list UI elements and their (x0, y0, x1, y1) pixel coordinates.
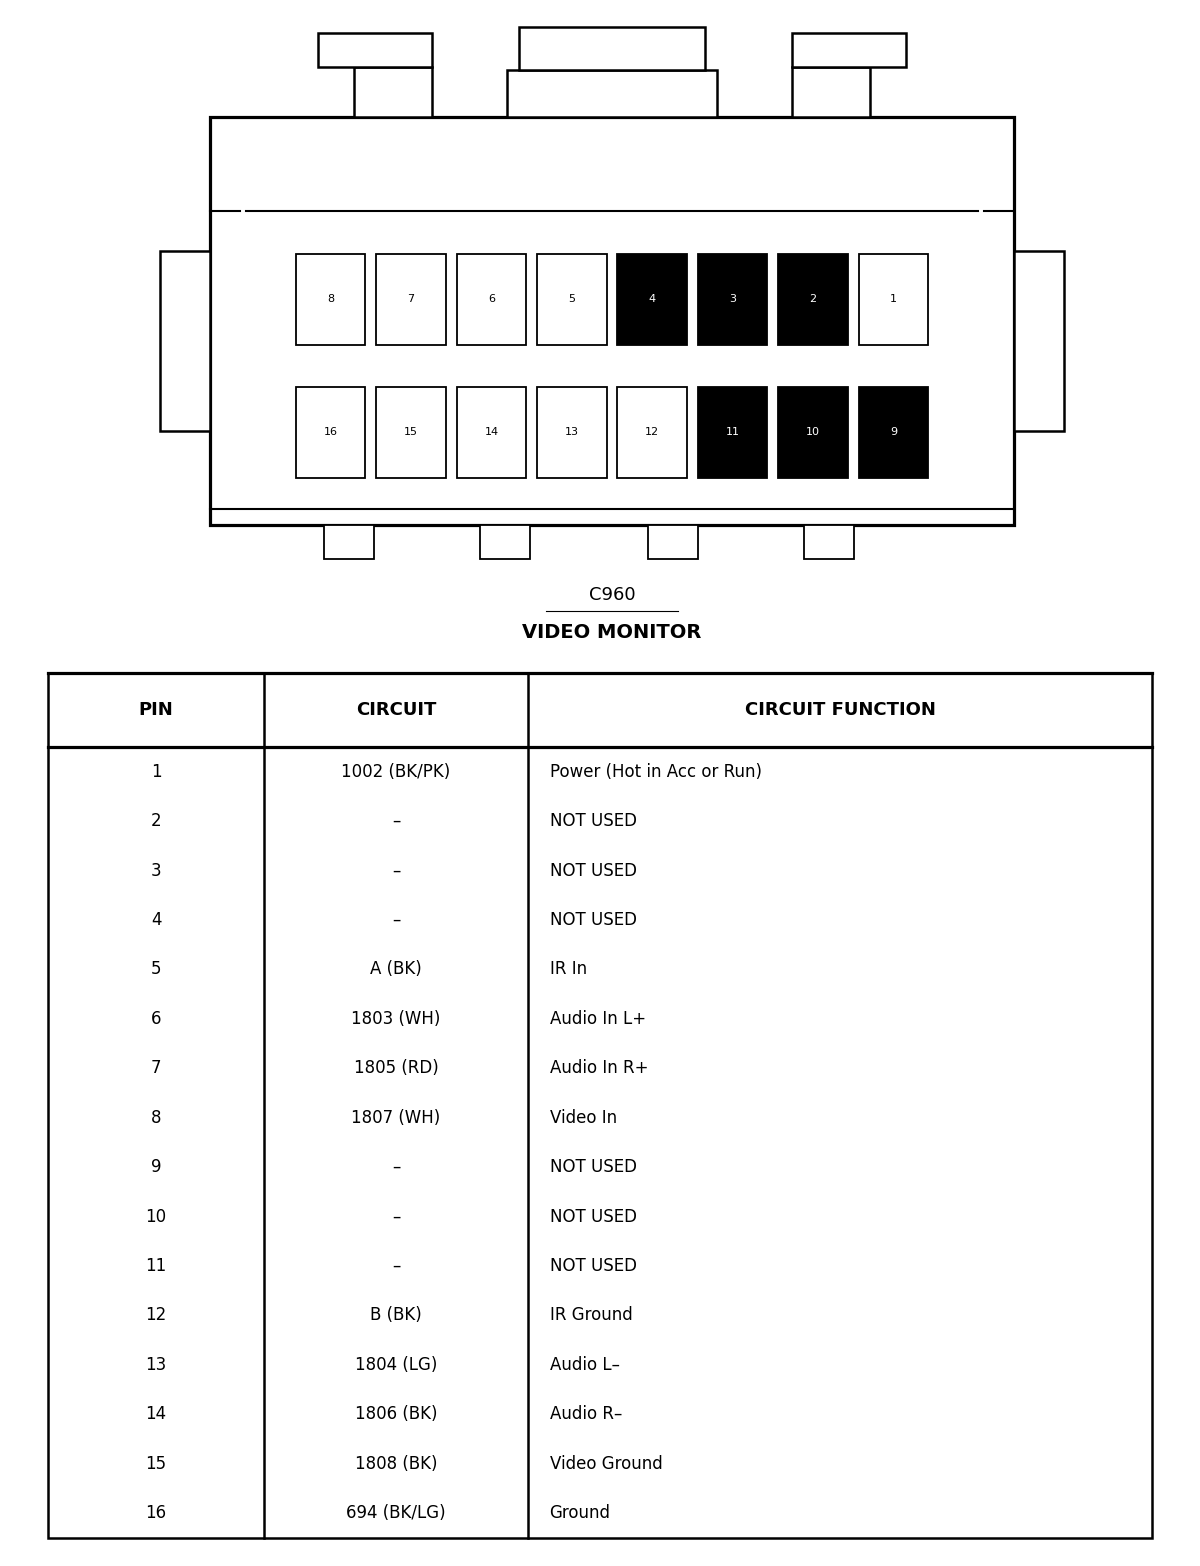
Text: NOT USED: NOT USED (550, 861, 637, 880)
Text: C960: C960 (589, 586, 635, 604)
Bar (859, 254, 929, 345)
Text: 14: 14 (485, 428, 498, 437)
Text: 1002 (BK/PK): 1002 (BK/PK) (341, 763, 451, 781)
Text: –: – (392, 813, 400, 830)
Bar (377, 254, 446, 345)
Text: Audio R–: Audio R– (550, 1405, 622, 1423)
Text: 1: 1 (151, 763, 161, 781)
Text: 6: 6 (151, 1010, 161, 1027)
Bar (296, 387, 365, 478)
Text: 16: 16 (145, 1503, 167, 1522)
Bar (508, 70, 716, 117)
Text: 1: 1 (890, 294, 896, 304)
Bar (480, 525, 530, 559)
Text: 10: 10 (145, 1207, 167, 1226)
Text: 694 (BK/LG): 694 (BK/LG) (346, 1503, 446, 1522)
Text: 3: 3 (730, 294, 736, 304)
Text: 9: 9 (151, 1159, 161, 1176)
Text: 1803 (WH): 1803 (WH) (352, 1010, 440, 1027)
Text: 8: 8 (151, 1109, 161, 1126)
Bar (318, 33, 432, 67)
Text: 5: 5 (151, 960, 161, 979)
Text: Audio In R+: Audio In R+ (550, 1059, 648, 1077)
Bar (698, 254, 768, 345)
Bar (1014, 251, 1064, 431)
Text: –: – (392, 1207, 400, 1226)
Text: 6: 6 (488, 294, 494, 304)
Text: 10: 10 (806, 428, 820, 437)
Text: 4: 4 (649, 294, 655, 304)
Bar (618, 254, 686, 345)
Text: –: – (392, 1159, 400, 1176)
Text: 3: 3 (151, 861, 161, 880)
Text: –: – (392, 861, 400, 880)
Bar (324, 525, 374, 559)
Text: B (BK): B (BK) (370, 1306, 422, 1325)
Text: PIN: PIN (139, 702, 173, 719)
Text: NOT USED: NOT USED (550, 1257, 637, 1275)
Text: A (BK): A (BK) (370, 960, 422, 979)
Bar (792, 33, 906, 67)
Text: Video In: Video In (550, 1109, 617, 1126)
Bar (48, 673, 1152, 1538)
Bar (648, 525, 698, 559)
Text: Video Ground: Video Ground (550, 1455, 662, 1472)
Text: IR In: IR In (550, 960, 587, 979)
Text: 12: 12 (145, 1306, 167, 1325)
Text: CIRCUIT: CIRCUIT (356, 702, 436, 719)
Text: 11: 11 (145, 1257, 167, 1275)
Text: 1804 (LG): 1804 (LG) (355, 1356, 437, 1373)
Bar (210, 117, 1014, 525)
Bar (377, 387, 446, 478)
Bar (520, 27, 706, 70)
Bar (859, 387, 929, 478)
Bar (296, 254, 365, 345)
Text: 1806 (BK): 1806 (BK) (355, 1405, 437, 1423)
Text: 8: 8 (328, 294, 334, 304)
Bar (538, 387, 607, 478)
Bar (457, 387, 527, 478)
Text: 1807 (WH): 1807 (WH) (352, 1109, 440, 1126)
Text: 12: 12 (646, 428, 659, 437)
Text: NOT USED: NOT USED (550, 1159, 637, 1176)
Text: 2: 2 (151, 813, 161, 830)
Bar (457, 254, 527, 345)
Text: NOT USED: NOT USED (550, 911, 637, 929)
Text: 13: 13 (145, 1356, 167, 1373)
Bar (538, 254, 607, 345)
Text: CIRCUIT FUNCTION: CIRCUIT FUNCTION (744, 702, 936, 719)
Text: –: – (392, 1257, 400, 1275)
Text: NOT USED: NOT USED (550, 813, 637, 830)
Text: –: – (392, 911, 400, 929)
Text: IR Ground: IR Ground (550, 1306, 632, 1325)
Text: 13: 13 (565, 428, 578, 437)
Text: 15: 15 (404, 428, 418, 437)
Text: 9: 9 (890, 428, 896, 437)
Text: 2: 2 (810, 294, 816, 304)
Bar (779, 387, 848, 478)
Bar (804, 525, 854, 559)
Bar (160, 251, 210, 431)
Text: 14: 14 (145, 1405, 167, 1423)
Text: 7: 7 (408, 294, 414, 304)
Bar (618, 387, 686, 478)
Bar (698, 387, 768, 478)
Text: Audio In L+: Audio In L+ (550, 1010, 646, 1027)
Bar (792, 67, 870, 117)
Text: 7: 7 (151, 1059, 161, 1077)
Text: 11: 11 (726, 428, 739, 437)
Bar (354, 67, 432, 117)
Text: 5: 5 (569, 294, 575, 304)
Bar (779, 254, 848, 345)
Text: 1808 (BK): 1808 (BK) (355, 1455, 437, 1472)
Text: 16: 16 (324, 428, 337, 437)
Text: Power (Hot in Acc or Run): Power (Hot in Acc or Run) (550, 763, 762, 781)
Text: 1805 (RD): 1805 (RD) (354, 1059, 438, 1077)
Text: VIDEO MONITOR: VIDEO MONITOR (522, 623, 702, 642)
Text: Audio L–: Audio L– (550, 1356, 619, 1373)
Text: 4: 4 (151, 911, 161, 929)
Text: 15: 15 (145, 1455, 167, 1472)
Text: Ground: Ground (550, 1503, 611, 1522)
Text: NOT USED: NOT USED (550, 1207, 637, 1226)
